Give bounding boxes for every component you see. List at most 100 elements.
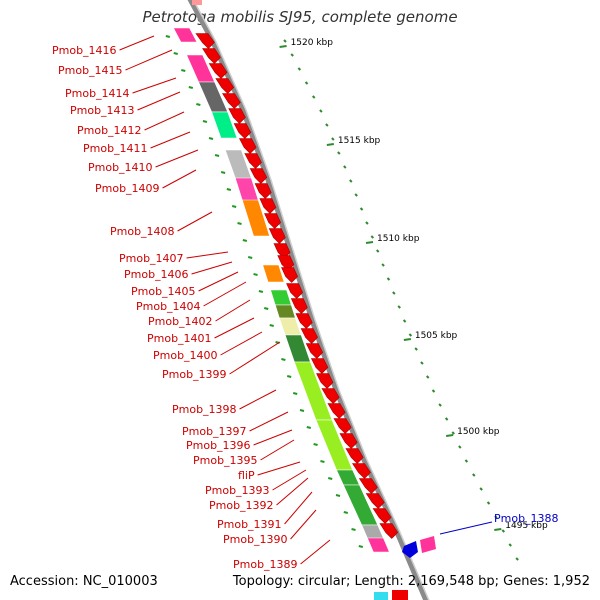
scale-dot [290,53,294,57]
gene-marker [313,443,318,446]
cog-block [278,317,302,336]
cds-arrow [310,358,329,374]
scale-dot [486,501,491,505]
scale-dot [479,487,483,491]
cds-arrow [305,343,324,359]
scale-dot [508,543,512,547]
gene-leader-line [214,317,255,339]
scale-dot [312,95,316,99]
gene-marker [263,307,269,310]
gene-leader-line [137,91,181,111]
cds-arrow-blue [402,541,418,558]
gene-label: Pmob_1392 [209,499,274,512]
cds-arrow [286,283,304,299]
cds-arrow [195,33,215,49]
scale-dot [325,123,329,127]
cds-arrow [339,433,358,449]
gene-leader-line [260,439,295,461]
gene-leader-line [191,261,233,275]
accession-text: Accession: NC_010003 [10,574,158,589]
gene-marker [173,52,178,55]
gene-leader-line [177,211,213,232]
gene-marker [202,120,208,123]
gene-label: Pmob_1389 [233,558,298,571]
cds-arrow [215,78,235,94]
cog-block [274,304,296,319]
gene-leader-line [125,49,173,71]
scale-dot [431,389,436,393]
scale-dot [370,235,375,239]
cds-arrow [333,418,352,434]
scale-dot [426,375,430,379]
cds-arrow [392,590,408,600]
cog-block [262,264,285,283]
scale-dot [444,417,449,421]
gene-label: Pmob_1413 [70,104,135,117]
gene-label: Pmob_1404 [136,300,201,313]
cog-block [366,537,390,553]
gene-marker [188,86,194,89]
cog-block [173,27,198,43]
gene-marker [306,426,312,429]
cog-block [270,289,292,306]
scale-dot [515,557,519,561]
gene-marker [231,205,237,208]
backbone-highlight [192,0,430,600]
scale-tick [403,338,411,341]
gene-leader-line [203,281,247,307]
scale-tick [445,434,454,437]
backbone-line [187,0,429,600]
cog-block [374,592,388,600]
gene-leader-line [132,77,177,94]
gene-marker [214,154,220,157]
scale-dot [408,333,413,337]
gene-label: Pmob_1414 [65,87,130,100]
scale-dot [354,193,358,197]
cds-arrow [358,478,378,494]
cds-arrow [208,63,228,79]
gene-label: Pmob_1398 [172,403,237,416]
gene-marker [269,324,274,327]
scale-dot [458,445,462,449]
gene-marker [237,222,242,225]
cds-arrow [249,168,268,184]
gene-leader-line [150,131,191,149]
gene-marker [253,273,258,276]
gene-leader-line [162,169,197,189]
cog-block [336,469,360,486]
scale-dot [451,431,455,435]
cds-arrow [254,183,272,199]
scale-tick [326,143,334,146]
gene-label: Pmob_1406 [124,268,189,281]
cds-arrow [222,93,241,109]
scale-dot [375,249,380,253]
gene-label: Pmob_1411 [83,142,148,155]
cds-arrow [202,48,221,64]
cds-arrow [233,123,252,139]
gene-leader-line [229,341,281,375]
gene-label: Pmob_1408 [110,225,175,238]
cds-arrow [228,108,246,124]
gene-marker [181,69,186,72]
gene-leader-line [155,149,199,168]
gene-leader-line [272,469,307,491]
gene-label: Pmob_1415 [58,64,123,77]
cds-arrow [264,213,282,229]
gene-marker [220,171,226,174]
scale-tick-label: 1520 kbp [291,38,334,48]
gene-label: Pmob_1396 [186,439,251,452]
cds-arrow [239,138,257,154]
scale-dot [420,361,424,365]
scale-dot [464,459,469,463]
genome-summary-text: Topology: circular; Length: 2,169,548 bp… [232,574,590,589]
cog-block [284,334,311,363]
cds-arrow [290,298,308,314]
cds-arrow [281,267,298,283]
gene-marker [196,103,201,106]
gene-leader-line [239,389,277,410]
gene-marker [165,35,171,38]
cds-arrow [259,198,277,214]
gene-leader-line [290,509,317,540]
gene-marker [358,545,364,548]
